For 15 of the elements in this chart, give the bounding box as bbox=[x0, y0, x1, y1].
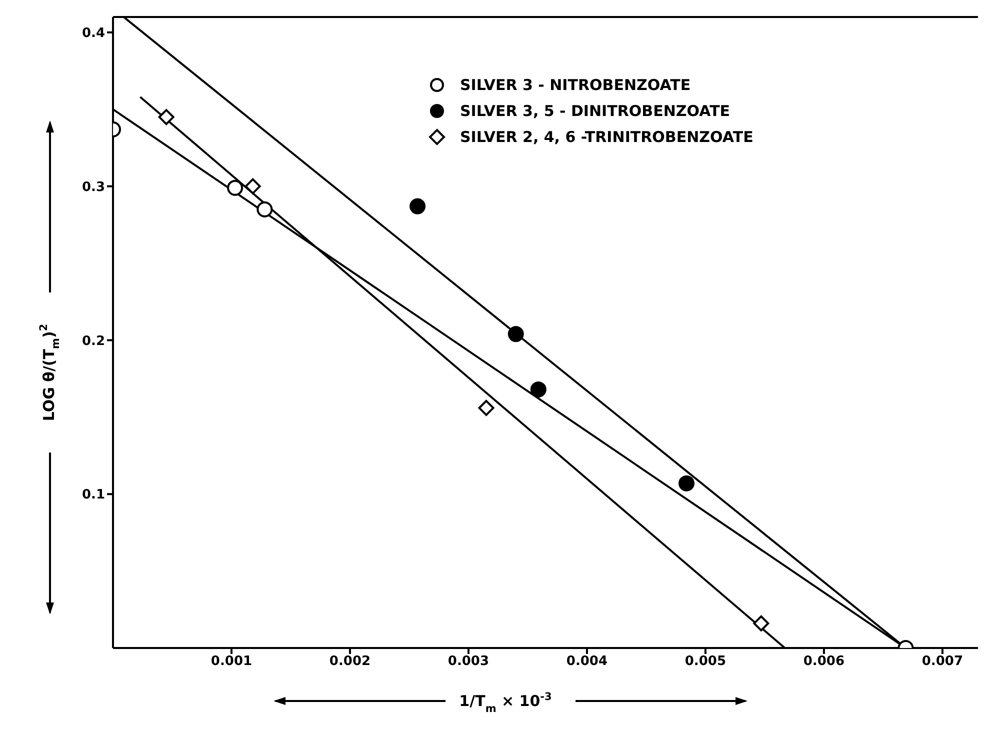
y-tick-label: 0.4 bbox=[82, 26, 105, 42]
x-tick-label: 0.001 bbox=[210, 654, 252, 670]
x-axis-title: 1/T$_{m}$ × 10$^{-3}$ bbox=[459, 691, 552, 715]
x-tick-label: 0.004 bbox=[566, 654, 608, 670]
x-tick-label: 0.007 bbox=[922, 654, 964, 670]
legend-label: SILVER 3, 5 - DINITROBENZOATE bbox=[460, 102, 730, 120]
x-tick-label: 0.005 bbox=[684, 654, 726, 670]
legend-label: SILVER 2, 4, 6 -TRINITROBENZOATE bbox=[460, 128, 754, 146]
y-tick-label: 0.3 bbox=[82, 180, 105, 195]
y-tick-label: 0.2 bbox=[82, 334, 105, 349]
x-tick-label: 0.006 bbox=[803, 654, 845, 670]
x-tick-label: 0.003 bbox=[448, 654, 490, 670]
legend-label: SILVER 3 - NITROBENZOATE bbox=[460, 76, 691, 94]
y-tick-label: 0.1 bbox=[82, 488, 105, 503]
x-tick-label: 0.002 bbox=[329, 654, 371, 670]
